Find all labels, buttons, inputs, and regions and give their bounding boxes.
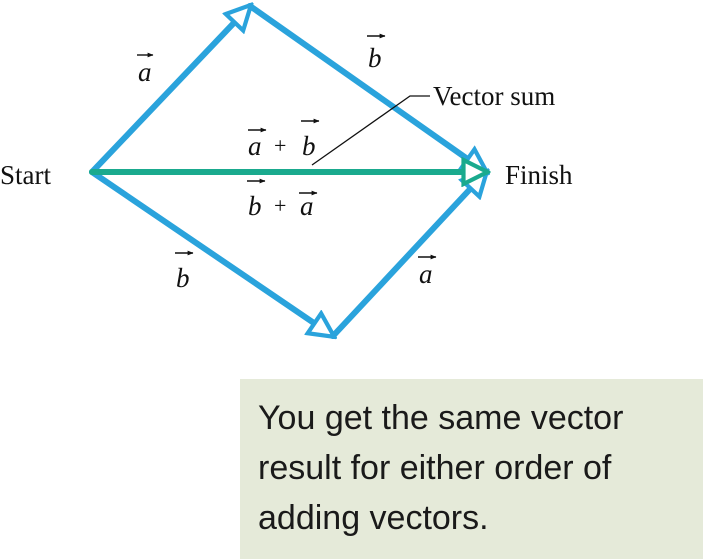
caption-box: You get the same vector result for eithe… [240,379,703,559]
svg-text:+: + [274,193,286,218]
svg-text:b: b [248,191,262,221]
vector-sum-label: Vector sum [433,81,555,111]
svg-text:a: a [138,57,152,87]
svg-text:a: a [300,191,314,221]
label-lower-b: b [175,250,194,293]
finish-label: Finish [505,160,573,190]
vector-a-upper [89,6,250,175]
vector-b-upper [247,3,486,172]
svg-text:b: b [302,131,316,161]
vector-b-lower [89,169,333,336]
label-upper-b: b [367,33,386,73]
caption-text: You get the same vector result for eithe… [258,399,624,537]
label-upper-a: a [137,52,154,87]
svg-text:a: a [248,131,262,161]
svg-text:+: + [274,133,286,158]
start-label: Start [0,160,51,190]
vector-a-lower [330,172,486,339]
svg-text:a: a [419,259,433,289]
svg-text:b: b [368,43,382,73]
label-lower-a: a [418,254,437,289]
label-sum-b-plus-a: b + a [247,178,318,221]
svg-text:b: b [176,263,190,293]
vector-sum-leader-line [311,95,430,166]
label-sum-a-plus-b: a + b [248,118,320,161]
